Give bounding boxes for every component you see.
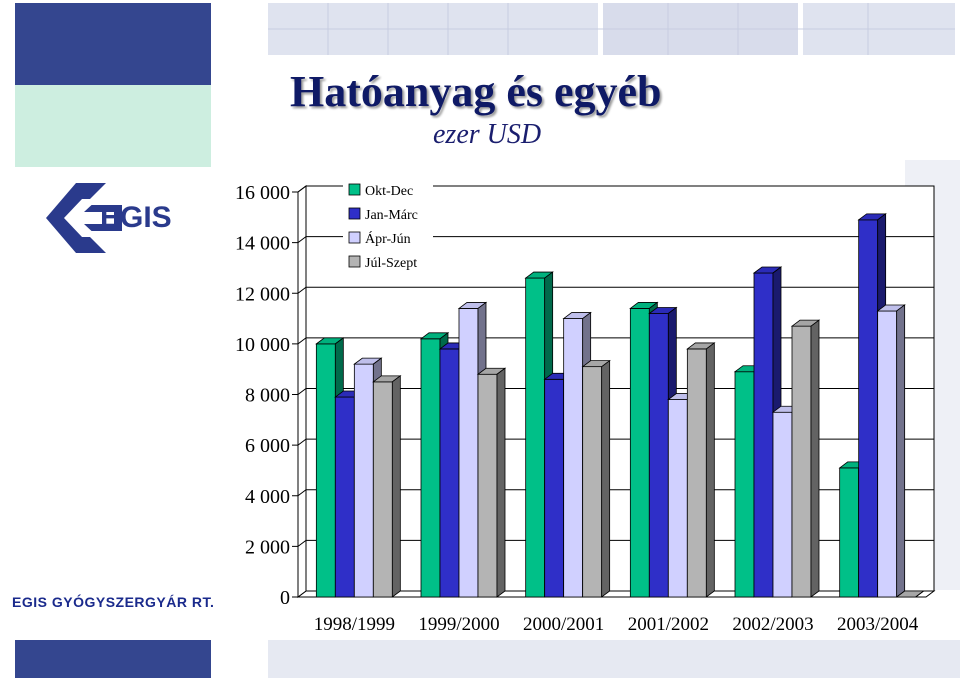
gridline xyxy=(297,539,934,547)
gridline xyxy=(297,388,934,395)
gridline xyxy=(297,286,934,294)
legend-swatch xyxy=(348,183,361,196)
bar xyxy=(372,375,402,598)
bar-front xyxy=(420,338,441,598)
legend-swatch xyxy=(348,207,361,220)
bar-front xyxy=(315,343,336,598)
x-tick-label: 2003/2004 xyxy=(837,614,919,635)
bar xyxy=(876,304,906,598)
bar-front xyxy=(544,378,565,598)
bar-side xyxy=(896,304,906,598)
bar-front xyxy=(734,371,755,598)
bar-side xyxy=(601,359,611,598)
bar-front xyxy=(648,313,669,598)
bar-front xyxy=(353,363,374,598)
bar xyxy=(476,367,507,598)
bar xyxy=(895,590,925,598)
logo-image: EGIS xyxy=(46,183,172,253)
deco-block-navy-bottom xyxy=(15,640,211,678)
bar-front xyxy=(334,396,355,598)
bar-front xyxy=(477,373,498,598)
legend-label: Ápr-Jún xyxy=(365,230,411,247)
y-tick-label: 10 000 xyxy=(235,334,290,356)
y-tick-label: 8 000 xyxy=(245,385,290,407)
y-tick-label: 12 000 xyxy=(235,283,290,305)
bar-front xyxy=(458,308,479,598)
legend-swatch xyxy=(348,231,361,244)
y-tick-label: 0 xyxy=(280,587,290,609)
legend-label: Jan-Márc xyxy=(365,208,418,223)
bar-front xyxy=(629,308,650,598)
bar-front xyxy=(791,325,812,598)
egis-logo: EGIS xyxy=(40,177,190,264)
logo-mark-icon xyxy=(46,183,122,253)
gridline xyxy=(297,337,934,345)
deco-block-navy-top xyxy=(15,3,211,85)
legend-label: Júl-Szept xyxy=(365,256,417,271)
deco-bottom-strip xyxy=(268,640,960,678)
x-tick-label: 2001/2002 xyxy=(628,614,709,635)
legend-swatch xyxy=(348,255,361,268)
company-name: EGIS GYÓGYSZERGYÁR RT. xyxy=(12,594,215,610)
x-tick-label: 1999/2000 xyxy=(418,614,499,635)
bar-side xyxy=(810,319,820,598)
x-tick-label: 1998/1999 xyxy=(314,614,395,635)
bar-front xyxy=(525,277,546,598)
bar-side xyxy=(705,342,715,598)
deco-tile-grid xyxy=(268,3,960,63)
bar-side xyxy=(496,367,506,598)
bar-front xyxy=(772,411,793,598)
bar xyxy=(581,359,611,598)
y-tick-label: 14 000 xyxy=(235,233,290,255)
bar-front xyxy=(839,467,860,598)
bar xyxy=(790,319,821,598)
bar-front xyxy=(563,318,584,598)
logo-text: EGIS xyxy=(100,201,172,234)
y-tick-label: 2 000 xyxy=(245,536,290,558)
bar-front xyxy=(372,381,393,598)
y-tick-label: 6 000 xyxy=(245,435,290,457)
legend-label: Okt-Dec xyxy=(365,184,413,199)
bar xyxy=(686,342,716,598)
slide-subtitle: ezer USD xyxy=(433,119,542,150)
bar-front xyxy=(582,366,603,598)
bar-front xyxy=(667,399,688,598)
bar-front xyxy=(439,348,460,598)
bar-front xyxy=(877,310,898,598)
deco-block-mint-top xyxy=(15,85,211,167)
gridline xyxy=(297,236,934,244)
bar-front xyxy=(686,348,707,598)
bar-front xyxy=(858,219,879,598)
gridline xyxy=(297,489,934,497)
x-tick-label: 2000/2001 xyxy=(523,614,604,635)
x-tick-label: 2002/2003 xyxy=(732,614,813,635)
bar-side xyxy=(915,590,924,598)
bar-front xyxy=(753,272,774,598)
y-tick-label: 4 000 xyxy=(245,486,290,508)
gridline xyxy=(297,438,934,446)
bar-side xyxy=(391,375,401,598)
gridline xyxy=(297,185,934,193)
slide-title: Hatóanyag és egyéb xyxy=(290,67,662,116)
y-tick-label: 16 000 xyxy=(235,182,290,204)
